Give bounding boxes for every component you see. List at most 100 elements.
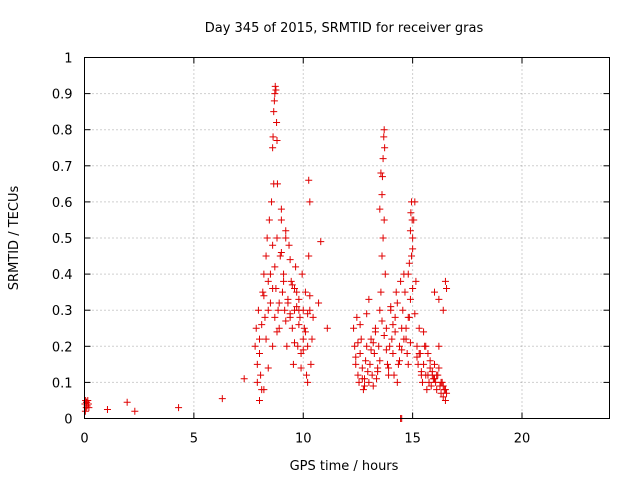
data-point: [367, 346, 375, 354]
data-point: [287, 277, 295, 285]
data-point: [424, 371, 432, 379]
data-point: [376, 205, 384, 213]
data-point: [354, 371, 362, 379]
data-point: [273, 137, 281, 145]
data-point: [370, 350, 378, 358]
data-point: [371, 328, 379, 336]
data-point: [397, 277, 405, 285]
data-point: [380, 126, 388, 134]
data-point: [266, 270, 274, 278]
data-point: [352, 353, 360, 361]
data-point: [409, 234, 417, 242]
y-tick-label: 0.4: [52, 268, 73, 283]
data-point: [382, 324, 390, 332]
data-point: [262, 252, 270, 260]
data-point: [291, 339, 298, 347]
data-point: [276, 252, 284, 260]
data-point: [390, 371, 398, 379]
y-tick-label: 0.8: [52, 124, 73, 139]
data-point: [407, 209, 415, 217]
data-point: [439, 393, 447, 401]
data-point: [439, 306, 447, 314]
data-point: [274, 306, 282, 314]
y-tick-label: 1: [64, 52, 72, 67]
data-point: [381, 270, 389, 278]
data-point: [428, 368, 436, 376]
y-tick-label: 0.1: [52, 376, 73, 391]
data-point: [382, 346, 390, 354]
data-point: [411, 310, 419, 318]
data-point: [422, 342, 430, 350]
data-point: [317, 238, 325, 246]
data-point: [278, 288, 286, 296]
data-point: [175, 404, 183, 412]
data-point: [378, 173, 386, 181]
data-point: [295, 295, 303, 303]
data-point: [258, 321, 266, 329]
data-point: [350, 324, 358, 332]
data-point: [259, 288, 267, 296]
data-point: [257, 371, 265, 379]
data-point: [252, 324, 260, 332]
data-point: [294, 342, 302, 350]
data-point: [288, 324, 296, 332]
data-point: [292, 263, 300, 271]
data-point: [420, 328, 428, 336]
data-point: [272, 86, 280, 94]
data-point: [297, 364, 305, 372]
data-point: [256, 350, 263, 358]
data-point: [393, 378, 401, 386]
data-point: [380, 331, 388, 339]
data-point: [261, 313, 269, 321]
data-point: [376, 306, 384, 314]
y-tick-label: 0.5: [52, 232, 73, 247]
data-point: [396, 357, 403, 365]
data-point: [273, 328, 281, 336]
data-point: [269, 144, 277, 152]
y-tick-label: 0: [64, 413, 72, 428]
data-point: [396, 342, 403, 350]
data-point: [356, 321, 364, 329]
data-point: [256, 335, 263, 343]
data-point: [381, 144, 389, 152]
data-point: [403, 350, 411, 358]
data-point: [387, 303, 395, 311]
data-point: [286, 256, 294, 264]
data-point: [376, 357, 384, 365]
data-point: [435, 364, 443, 372]
x-tick-label: 0: [80, 432, 88, 447]
data-point: [355, 378, 363, 386]
data-point: [280, 270, 288, 278]
data-point: [362, 357, 370, 365]
data-point: [363, 310, 371, 318]
data-point: [423, 386, 431, 394]
data-point: [304, 378, 312, 386]
data-point: [386, 342, 394, 350]
data-point: [389, 321, 397, 329]
data-point: [291, 285, 298, 293]
data-point: [281, 306, 289, 314]
data-point: [103, 405, 111, 413]
axis-ticks: 00.10.20.30.40.50.60.70.80.910 5 10 15 20: [52, 52, 610, 447]
data-point: [399, 306, 407, 314]
data-point: [377, 169, 385, 177]
data-point: [280, 277, 288, 285]
x-tick-label: 15: [404, 432, 421, 447]
data-point: [131, 407, 139, 415]
data-point: [369, 339, 377, 347]
y-tick-label: 0.2: [52, 340, 73, 355]
data-point: [427, 382, 435, 390]
data-point: [306, 306, 314, 314]
grid-lines: [84, 57, 610, 419]
data-point: [406, 227, 414, 235]
data-point: [418, 378, 426, 386]
data-point: [304, 310, 312, 318]
y-axis-label: SRMTID / TECUs: [7, 186, 22, 291]
data-point: [366, 360, 374, 368]
data-point: [298, 270, 306, 278]
data-point: [271, 90, 279, 98]
data-point: [409, 245, 417, 253]
data-point: [240, 375, 248, 383]
data-point: [426, 364, 434, 372]
